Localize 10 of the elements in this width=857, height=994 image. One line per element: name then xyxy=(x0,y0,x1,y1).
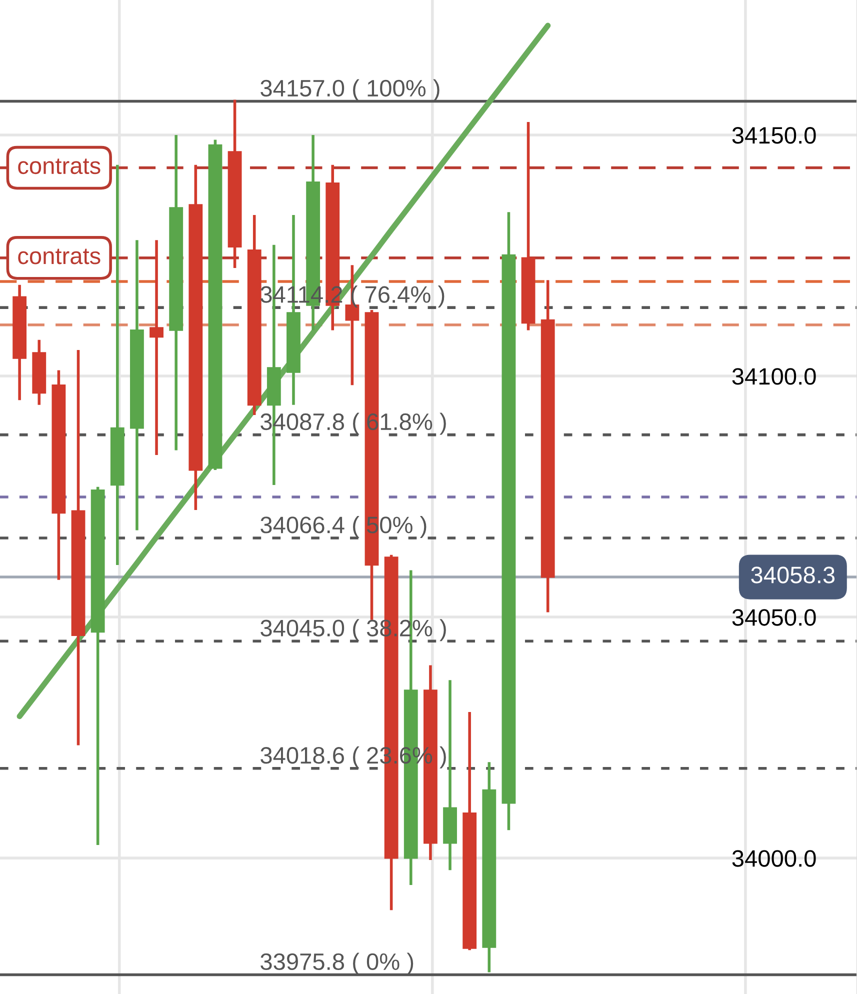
y-tick-label: 34150.0 xyxy=(732,127,816,144)
y-tick-label: 34000.0 xyxy=(732,850,816,867)
ref-line-label: 34018.6 ( 23.6% ) xyxy=(260,746,446,768)
annotation: 34058.3 xyxy=(751,566,835,584)
ref-line-label: contrats xyxy=(18,158,100,174)
candlestick xyxy=(345,264,360,387)
y-tick-label: 34100.0 xyxy=(732,368,816,385)
y-tick-label: 34050.0 xyxy=(732,609,816,626)
ref-line-label: contrats xyxy=(18,248,100,264)
candlestick xyxy=(150,238,164,456)
